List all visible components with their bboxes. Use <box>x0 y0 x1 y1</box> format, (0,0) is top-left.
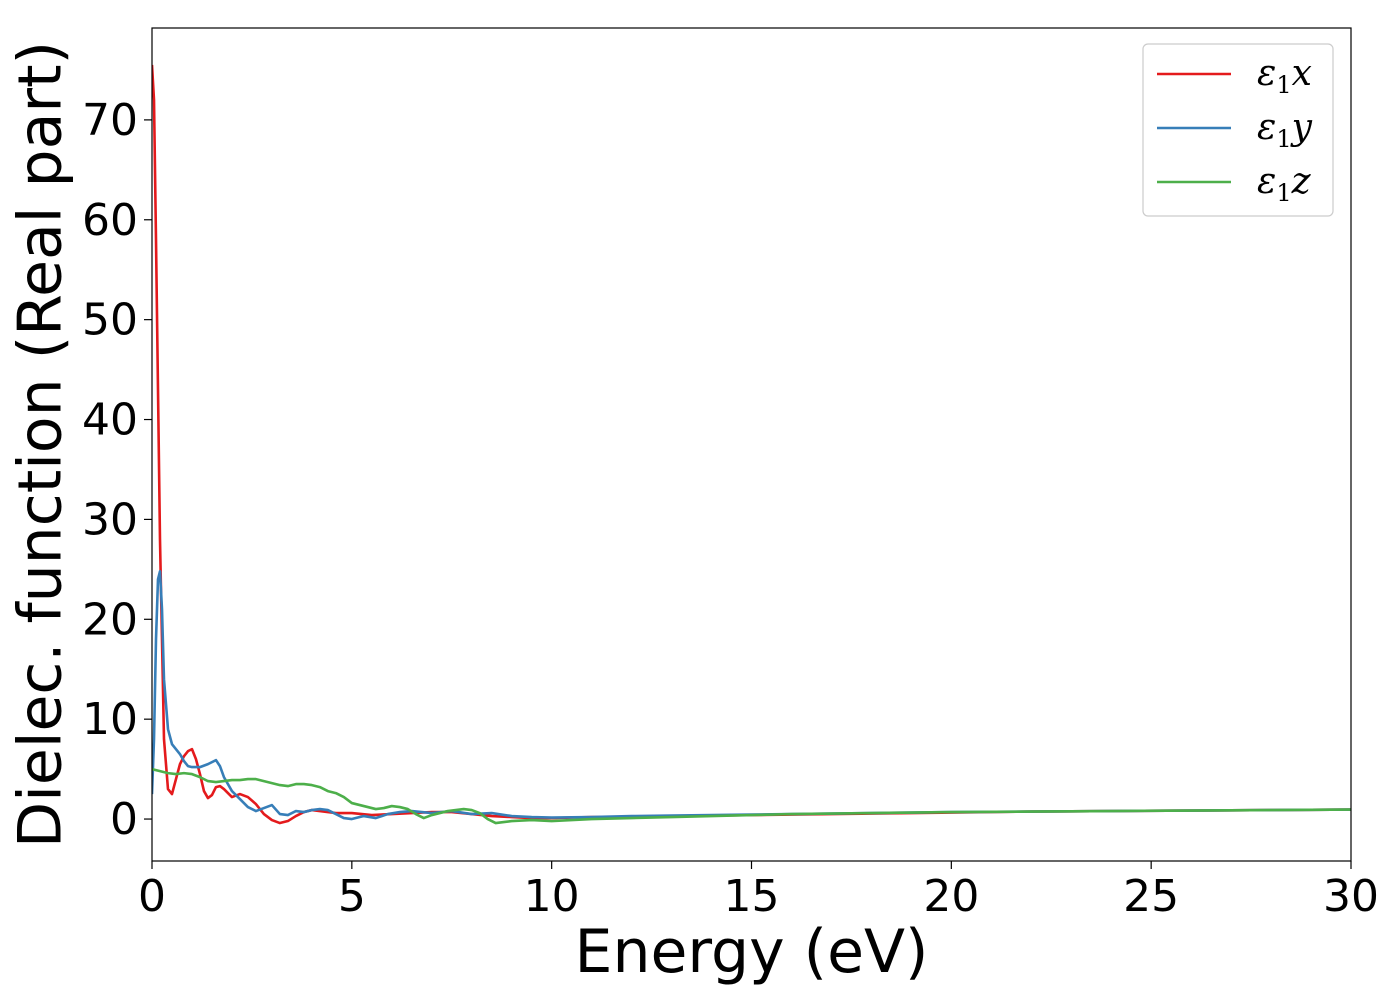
x-axis-label: Energy (eV) <box>575 917 929 987</box>
x-tick-label: 30 <box>1323 871 1379 922</box>
y-tick-label: 30 <box>82 494 138 545</box>
y-tick-label: 50 <box>82 295 138 346</box>
series-line-y <box>152 570 1351 821</box>
legend-box <box>1142 43 1334 217</box>
legend-label-y: ε1y <box>1257 107 1313 153</box>
y-tick-label: 20 <box>82 594 138 645</box>
x-tick-label: 20 <box>923 871 979 922</box>
legend-label-x: ε1x <box>1257 53 1312 99</box>
x-tick-label: 15 <box>724 871 780 922</box>
series-layer <box>152 64 1351 825</box>
series-line-z <box>152 767 1351 825</box>
x-tick-label: 0 <box>138 871 166 922</box>
legend-label-z: ε1z <box>1257 161 1312 207</box>
y-axis-label: Dielec. function (Real part) <box>6 41 76 848</box>
y-tick-label: 0 <box>110 794 138 845</box>
y-tick-label: 40 <box>82 395 138 446</box>
y-tick-label: 60 <box>82 195 138 246</box>
x-tick-label: 5 <box>338 871 366 922</box>
y-tick-label: 10 <box>82 694 138 745</box>
y-tick-label: 70 <box>82 95 138 146</box>
ticks-layer: 0 5 10 15 20 25 30 0 10 20 30 40 50 60 70 <box>82 95 1379 922</box>
legend: ε1x ε1y ε1z <box>1142 43 1334 217</box>
x-tick-label: 25 <box>1123 871 1179 922</box>
axes-frame <box>151 27 1352 862</box>
x-tick-label: 10 <box>524 871 580 922</box>
